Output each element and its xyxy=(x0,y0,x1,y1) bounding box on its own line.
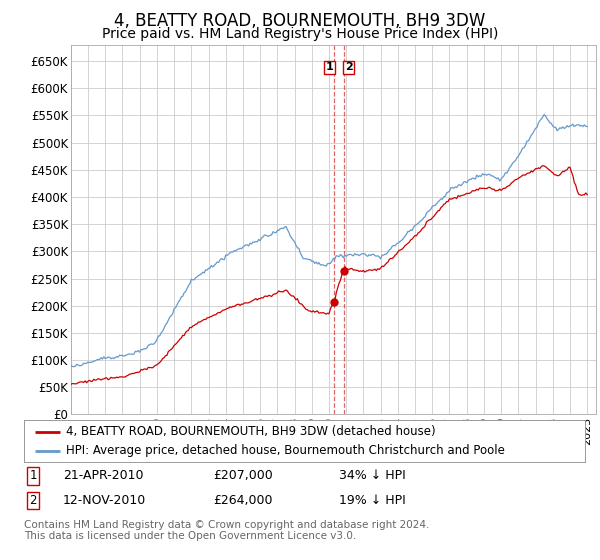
Text: 21-APR-2010: 21-APR-2010 xyxy=(63,469,143,482)
Text: 12-NOV-2010: 12-NOV-2010 xyxy=(63,494,146,507)
Text: £264,000: £264,000 xyxy=(213,494,272,507)
Text: 19% ↓ HPI: 19% ↓ HPI xyxy=(339,494,406,507)
Text: 1: 1 xyxy=(326,62,334,72)
Text: 1: 1 xyxy=(29,469,37,482)
Text: HPI: Average price, detached house, Bournemouth Christchurch and Poole: HPI: Average price, detached house, Bour… xyxy=(66,444,505,457)
Text: 4, BEATTY ROAD, BOURNEMOUTH, BH9 3DW: 4, BEATTY ROAD, BOURNEMOUTH, BH9 3DW xyxy=(115,12,485,30)
Text: 2: 2 xyxy=(344,62,352,72)
Text: Contains HM Land Registry data © Crown copyright and database right 2024.
This d: Contains HM Land Registry data © Crown c… xyxy=(24,520,430,542)
Text: 2: 2 xyxy=(29,494,37,507)
Text: 4, BEATTY ROAD, BOURNEMOUTH, BH9 3DW (detached house): 4, BEATTY ROAD, BOURNEMOUTH, BH9 3DW (de… xyxy=(66,425,436,438)
Text: Price paid vs. HM Land Registry's House Price Index (HPI): Price paid vs. HM Land Registry's House … xyxy=(102,27,498,41)
Text: 34% ↓ HPI: 34% ↓ HPI xyxy=(339,469,406,482)
Text: £207,000: £207,000 xyxy=(213,469,273,482)
